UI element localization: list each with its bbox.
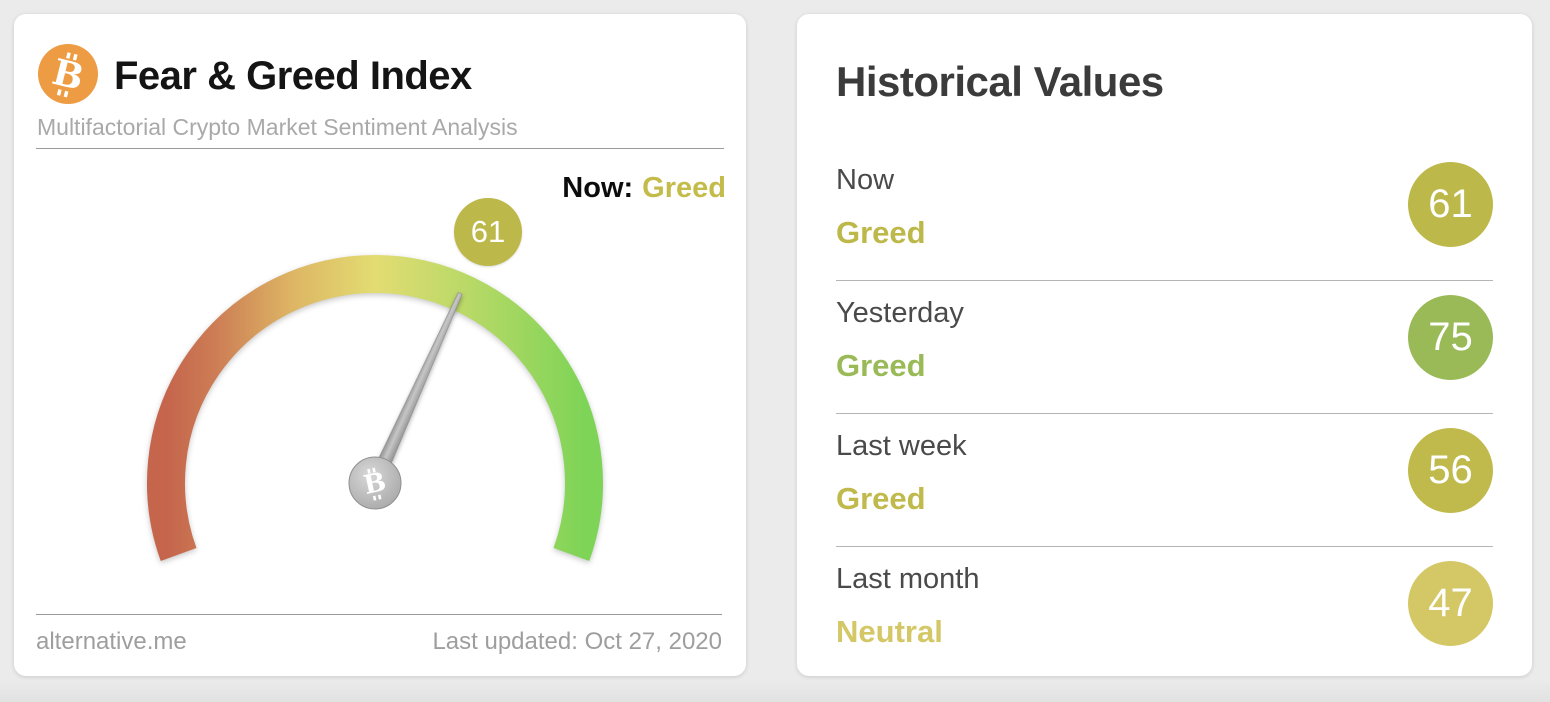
card-footer: alternative.me Last updated: Oct 27, 202… bbox=[36, 614, 722, 656]
history-value-badge: 61 bbox=[1408, 162, 1493, 247]
gauge-hub-bitcoin-icon: B bbox=[361, 467, 389, 501]
gauge-chart: B bbox=[147, 255, 603, 561]
history-classification: Greed bbox=[836, 215, 926, 250]
page-title: Fear & Greed Index bbox=[114, 54, 472, 98]
fear-greed-card: B Fear & Greed Index Multifactorial Cryp… bbox=[14, 14, 746, 676]
history-classification: Greed bbox=[836, 348, 926, 383]
history-value-badge: 47 bbox=[1408, 561, 1493, 646]
gauge-arc bbox=[147, 255, 603, 561]
gauge-area: B Now: Greed 61 bbox=[14, 154, 746, 624]
gauge-value-badge: 61 bbox=[454, 198, 522, 266]
gauge-hub bbox=[348, 456, 402, 510]
history-value-badge: 75 bbox=[1408, 295, 1493, 380]
historical-values-title: Historical Values bbox=[836, 58, 1164, 105]
history-period-label: Last week bbox=[836, 430, 967, 462]
history-row: Last month Neutral 47 bbox=[836, 547, 1493, 679]
header-divider bbox=[36, 148, 724, 149]
historical-values-card: Historical Values Now Greed 61 Yesterday… bbox=[797, 14, 1532, 676]
history-period-label: Yesterday bbox=[836, 297, 964, 329]
history-row: Last week Greed 56 bbox=[836, 414, 1493, 547]
now-status: Now: Greed bbox=[562, 172, 726, 205]
now-label: Now: bbox=[562, 172, 634, 204]
history-classification: Neutral bbox=[836, 614, 943, 649]
bitcoin-logo-icon: B bbox=[38, 44, 98, 104]
source-link[interactable]: alternative.me bbox=[36, 628, 187, 655]
history-value-badge: 56 bbox=[1408, 428, 1493, 513]
history-row: Yesterday Greed 75 bbox=[836, 281, 1493, 414]
gauge-value: 61 bbox=[470, 214, 506, 249]
history-row: Now Greed 61 bbox=[836, 148, 1493, 281]
page-subtitle: Multifactorial Crypto Market Sentiment A… bbox=[37, 114, 518, 140]
last-updated: Last updated: Oct 27, 2020 bbox=[432, 628, 722, 655]
history-classification: Greed bbox=[836, 481, 926, 516]
page-background-strip bbox=[0, 682, 1550, 702]
historical-rows: Now Greed 61 Yesterday Greed 75 Last wee… bbox=[836, 148, 1493, 679]
history-period-label: Now bbox=[836, 164, 895, 196]
now-classification: Greed bbox=[642, 172, 726, 204]
history-period-label: Last month bbox=[836, 563, 980, 595]
